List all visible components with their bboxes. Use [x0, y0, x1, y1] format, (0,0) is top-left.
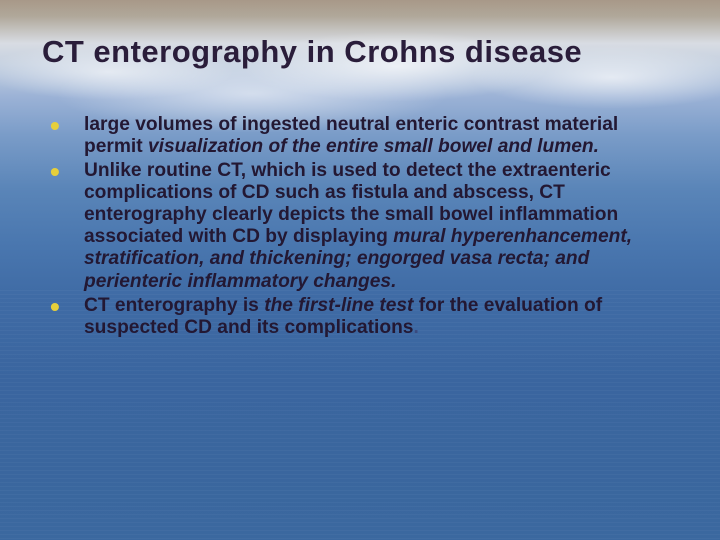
bullet-text-italic: the first-line test	[264, 295, 419, 316]
bullet-text-plain: CT enterography is	[84, 295, 264, 316]
bullet-item: large volumes of ingested neutral enteri…	[50, 114, 678, 158]
bullet-list: large volumes of ingested neutral enteri…	[42, 114, 678, 339]
slide-content: CT enterography in Crohns disease large …	[0, 0, 720, 339]
trailing-dot: .	[413, 317, 418, 338]
bullet-item: Unlike routine CT, which is used to dete…	[50, 160, 678, 292]
bullet-text-italic: visualization of the entire small bowel …	[148, 136, 599, 157]
bullet-item: CT enterography is the first-line test f…	[50, 295, 678, 339]
slide-title: CT enterography in Crohns disease	[42, 34, 678, 70]
